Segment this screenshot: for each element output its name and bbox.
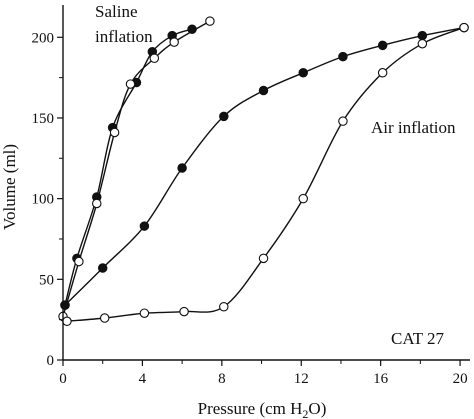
series-3-curve <box>66 26 465 322</box>
open-data-point <box>258 253 269 264</box>
annotation-saline-line1: Saline <box>95 2 138 21</box>
filled-data-point <box>60 300 70 310</box>
filled-data-point <box>219 111 229 122</box>
y-tick-label: 200 <box>32 30 55 46</box>
filled-data-point <box>338 51 348 62</box>
open-data-point <box>377 68 388 78</box>
open-data-point <box>62 316 72 327</box>
y-tick-label: 150 <box>32 111 55 127</box>
x-axis-title-tail: O) <box>308 399 326 418</box>
filled-data-point <box>97 263 108 273</box>
x-axis-title: Pressure (cm H2O) <box>198 399 327 419</box>
x-tick-label: 12 <box>294 371 309 387</box>
y-tick-label: 0 <box>47 353 55 369</box>
open-data-point <box>74 256 84 267</box>
y-axis-title: Volume (ml) <box>0 144 19 230</box>
open-data-point <box>205 16 215 26</box>
open-data-point <box>459 22 469 33</box>
x-tick-label: 20 <box>453 371 468 387</box>
plot-area <box>58 16 469 327</box>
x-tick-label: 16 <box>373 371 389 387</box>
x-tick-label: 0 <box>59 371 67 387</box>
filled-data-point <box>177 163 187 173</box>
filled-data-point <box>417 30 428 41</box>
open-data-point <box>169 37 179 47</box>
open-data-point <box>219 301 229 312</box>
series-2-curve <box>64 26 465 306</box>
filled-data-point <box>258 85 269 96</box>
open-data-point <box>417 38 428 49</box>
x-tick-label: 8 <box>218 371 226 387</box>
open-data-point <box>298 193 308 204</box>
open-data-point <box>179 306 189 317</box>
open-data-point <box>125 79 136 89</box>
annotation-cat-id: CAT 27 <box>391 329 445 348</box>
open-data-point <box>92 198 102 209</box>
filled-data-point <box>298 68 308 78</box>
open-data-point <box>149 53 160 63</box>
y-tick-label: 50 <box>39 272 54 288</box>
x-axis-title-main: Pressure (cm H <box>198 399 303 418</box>
filled-data-point <box>139 221 150 231</box>
x-tick-label: 4 <box>139 371 147 387</box>
open-data-point <box>139 308 150 318</box>
open-data-point <box>99 313 110 323</box>
open-data-point <box>338 116 348 126</box>
y-tick-label: 100 <box>32 192 55 208</box>
filled-data-point <box>377 40 388 51</box>
annotation-saline-line2: inflation <box>95 27 153 46</box>
series-1-curve <box>62 20 211 317</box>
series-0-curve <box>64 28 193 306</box>
annotation-air-inflation: Air inflation <box>371 118 456 137</box>
filled-data-point <box>187 24 197 34</box>
open-data-point <box>109 127 120 138</box>
x-axis-title-subscript: 2 <box>302 407 308 419</box>
